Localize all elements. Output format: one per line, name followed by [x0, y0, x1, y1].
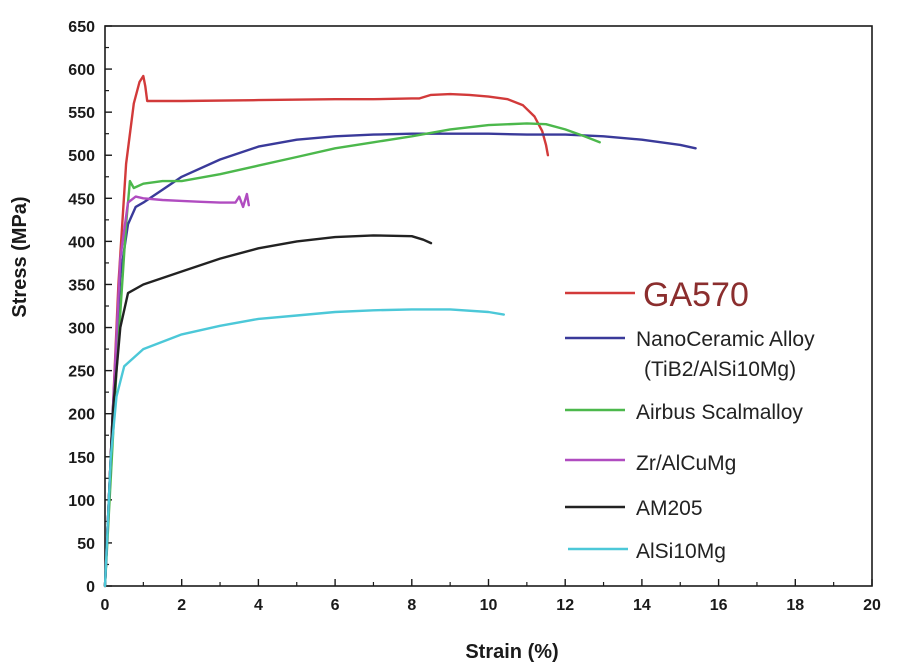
plot-frame [104, 25, 873, 587]
series-line-5 [103, 308, 505, 588]
x-tick-label: 2 [177, 597, 186, 614]
y-tick-label: 500 [68, 148, 95, 165]
x-tick-label: 0 [101, 597, 110, 614]
legend-label-2: Airbus Scalmalloy [636, 401, 803, 424]
x-axis-title: Strain (%) [465, 641, 558, 663]
x-tick-label: 18 [786, 597, 804, 614]
y-tick-label: 450 [68, 191, 95, 208]
y-tick-label: 0 [86, 579, 95, 596]
x-tick-label: 6 [331, 597, 340, 614]
y-tick-label: 550 [68, 105, 95, 122]
axes: 0 2 4 6 8 10 12 14 16 18 2005010015020025030035040… [68, 19, 881, 614]
x-tick-label: 10 [480, 597, 498, 614]
y-tick-label: 650 [68, 19, 95, 36]
series-line-0 [103, 74, 550, 588]
y-tick-label: 600 [68, 62, 95, 79]
series-line-4 [103, 234, 433, 588]
y-tick-label: 100 [68, 493, 95, 510]
y-axis-title: Stress (MPa) [9, 196, 31, 317]
y-tick-label: 150 [68, 450, 95, 467]
x-tick-label: 12 [556, 597, 574, 614]
series-line-2 [103, 122, 601, 588]
x-tick-label: 4 [254, 597, 263, 614]
legend-label-4: AM205 [636, 497, 703, 520]
y-tick-label: 250 [68, 364, 95, 381]
x-tick-label: 16 [710, 597, 728, 614]
y-tick-label: 300 [68, 321, 95, 338]
x-tick-label: 20 [863, 597, 881, 614]
y-tick-label: 200 [68, 407, 95, 424]
series-layer [103, 74, 697, 588]
y-tick-label: 400 [68, 234, 95, 251]
x-tick-label: 14 [633, 597, 651, 614]
y-tick-label: 50 [77, 536, 95, 553]
legend-label-3: Zr/AlCuMg [636, 452, 736, 475]
series-line-3 [103, 192, 251, 588]
legend-label-5: AlSi10Mg [636, 540, 726, 563]
legend: GA570 NanoCeramic Alloy (TiB2/AlSi10Mg) Air… [565, 276, 815, 563]
y-tick-label: 350 [68, 277, 95, 294]
legend-label-1: NanoCeramic Alloy (TiB2/AlSi10Mg) [636, 328, 815, 381]
legend-label-0: GA570 [643, 276, 749, 314]
x-tick-label: 8 [407, 597, 416, 614]
